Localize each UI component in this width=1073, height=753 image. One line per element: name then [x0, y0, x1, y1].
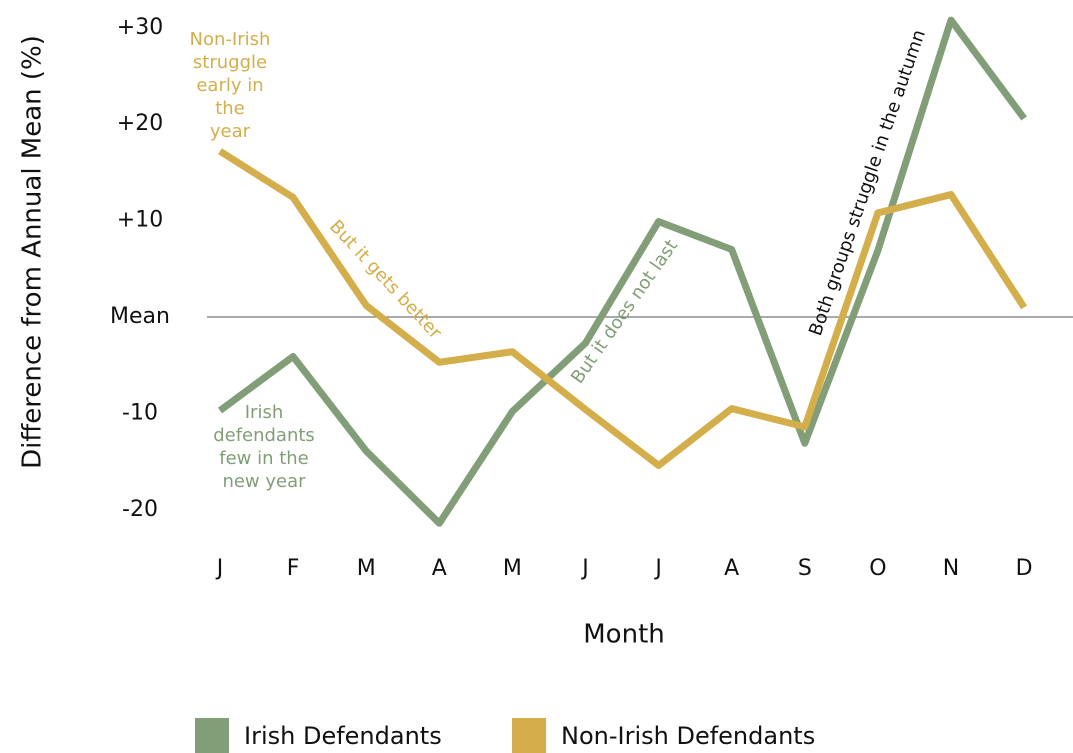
x-tick-label: O: [869, 556, 886, 581]
annotation: But it does not last: [567, 236, 682, 388]
y-tick-label: +30: [117, 15, 163, 40]
legend-label: Non-Irish Defendants: [561, 722, 815, 750]
annotation-text: Non-Irish: [190, 29, 271, 50]
x-tick-label: A: [432, 556, 447, 581]
annotation-text: defendants: [213, 425, 315, 446]
y-tick-label: +20: [117, 111, 163, 136]
annotation-text: early in: [196, 75, 263, 96]
annotation-text: new year: [222, 471, 306, 492]
y-tick-label: Mean: [110, 304, 170, 329]
y-tick-label: +10: [117, 208, 163, 233]
annotation-text: Both groups struggle in the autumn: [805, 27, 930, 338]
legend-label: Irish Defendants: [244, 722, 442, 750]
series-line: [218, 148, 1028, 469]
y-axis-label: Difference from Annual Mean (%): [18, 35, 48, 469]
x-tick-label: F: [287, 556, 300, 581]
x-axis-label: Month: [583, 620, 665, 650]
y-tick-label: -10: [122, 400, 158, 425]
annotation-text: the: [215, 98, 245, 119]
legend-swatch: [512, 718, 546, 753]
x-tick-label: M: [503, 556, 522, 581]
annotation-text: year: [210, 121, 251, 142]
y-tick-label: -20: [122, 497, 158, 522]
annotation-text: But it does not last: [567, 236, 682, 388]
annotation: Both groups struggle in the autumn: [805, 27, 930, 338]
annotation-text: few in the: [219, 448, 309, 469]
legend-swatch: [195, 718, 229, 753]
annotation-text: Irish: [245, 402, 284, 423]
x-tick-label: J: [215, 556, 224, 581]
x-tick-label: A: [724, 556, 739, 581]
x-tick-label: M: [357, 556, 376, 581]
x-tick-label: J: [653, 556, 662, 581]
annotation-text: struggle: [193, 52, 267, 73]
x-tick-label: J: [580, 556, 589, 581]
x-tick-label: S: [798, 556, 812, 581]
x-tick-label: D: [1016, 556, 1033, 581]
x-tick-label: N: [943, 556, 959, 581]
